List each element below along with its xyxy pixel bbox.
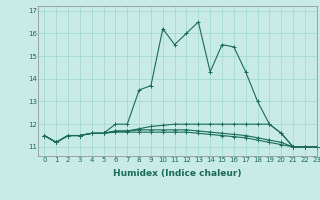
X-axis label: Humidex (Indice chaleur): Humidex (Indice chaleur) xyxy=(113,169,242,178)
